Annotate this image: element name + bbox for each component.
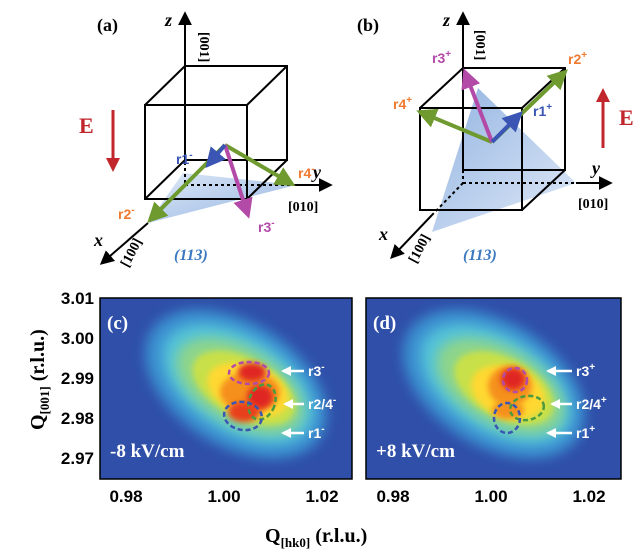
field-E-label-b: E (619, 105, 633, 130)
ytick-label: 2.99 (61, 369, 94, 388)
field-text-d: +8 kV/cm (376, 441, 455, 462)
plane-113-b (432, 88, 576, 232)
vector-label-r3: r3+ (432, 49, 451, 66)
peak-label-r24: r2/4+ (576, 395, 607, 412)
peak-label-r1: r1+ (576, 424, 595, 441)
vector-label-r1: r1- (176, 150, 193, 167)
xtick-label: 1.00 (207, 487, 240, 506)
contour-r3-c (227, 360, 271, 386)
field-E-arrowhead-a (106, 158, 120, 172)
axis-x-label-b: x (378, 224, 388, 244)
vector-label-r4: r4+ (393, 95, 412, 112)
axis-z-label-b: z (442, 10, 450, 30)
plane-label-a: (113) (174, 247, 208, 264)
intensity-map-d (403, 309, 585, 459)
map-xlabel: Q[hk0] (r.l.u.) (265, 525, 367, 550)
intensity-map-c (145, 309, 327, 459)
dir-010-b: [010] (578, 197, 608, 212)
dir-100-a: [100] (118, 236, 145, 270)
peak-contours-c (222, 360, 277, 432)
peak-label-r3: r3- (308, 362, 325, 379)
map-ylabel: Q[001] (r.l.u.) (27, 329, 52, 430)
ytick-label: 3.00 (61, 329, 94, 348)
dir-010-a: [010] (288, 200, 318, 215)
dir-001-a: [001] (196, 32, 211, 62)
contour-r1-c (222, 400, 264, 432)
axis-y-label-a: y (311, 162, 322, 182)
panel-a-label: (a) (97, 15, 118, 36)
panel-d-label: (d) (373, 313, 396, 334)
vector-r4-a (223, 143, 296, 187)
axis-y-label-b: y (590, 158, 601, 178)
xtick-label: 1.02 (572, 487, 605, 506)
vector-label-r1: r1+ (533, 102, 552, 119)
ytick-label: 2.98 (61, 409, 94, 428)
field-E-label-a: E (79, 113, 94, 138)
field-E-arrowhead-b (596, 88, 610, 102)
xtick-label: 1.02 (305, 487, 338, 506)
contour-r1-d (492, 401, 522, 435)
axis-x-label-a: x (93, 230, 103, 250)
contour-r24-d (508, 394, 546, 422)
xtick-label: 1.00 (474, 487, 507, 506)
xtick-label: 0.98 (109, 487, 142, 506)
map-frame-c (99, 297, 353, 480)
plane-label-b: (113) (463, 247, 497, 264)
vector-r3-a (223, 144, 253, 219)
contour-r24-c (247, 383, 277, 421)
xtick-label: 0.98 (376, 487, 409, 506)
peak-contours-d (492, 366, 546, 435)
axis-z-label-a: z (164, 10, 172, 30)
peak-label-r3: r3+ (576, 362, 595, 379)
peak-label-r24: r2/4- (308, 395, 336, 412)
ytick-label: 3.01 (61, 289, 94, 308)
panel-c-label: (c) (107, 313, 128, 334)
panel-a: (a) z y x [001] [010] [100] (113) E (79, 10, 333, 270)
x-axis-a (99, 222, 149, 265)
ytick-label: 2.97 (61, 449, 94, 468)
vector-r3-b (461, 68, 494, 143)
vector-label-r2: r2- (118, 205, 135, 222)
vector-r1-a (205, 143, 227, 169)
panel-c: (c) -8 kV/cm r3- r2/4- r1- (99, 297, 353, 480)
x-axis-b (390, 214, 433, 260)
vector-r4-b (416, 108, 493, 144)
field-text-c: -8 kV/cm (110, 441, 185, 462)
dir-001-b: [001] (472, 30, 487, 60)
panel-d: (d) +8 kV/cm r3+ r2/4+ r1+ (365, 297, 622, 480)
panel-b-label: (b) (357, 15, 379, 36)
contour-r3-d (501, 366, 529, 394)
vector-label-r2: r2+ (568, 50, 587, 67)
map-frame-d (365, 297, 622, 480)
panel-b: (b) z y x [001] [010] [100] (113) E r1 (357, 10, 633, 266)
vector-r1-b (490, 111, 523, 144)
map-axes: Q[001] (r.l.u.) Q[hk0] (r.l.u.) 3.01 3.00… (27, 289, 606, 550)
vector-label-r3: r3- (258, 218, 275, 235)
peak-label-r1: r1- (308, 424, 325, 441)
vector-label-r4: r4- (298, 164, 315, 181)
